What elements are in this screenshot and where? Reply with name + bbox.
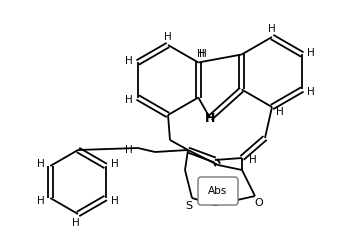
Text: S: S [185,201,193,211]
Text: H: H [125,55,133,66]
Text: H: H [125,145,133,155]
Text: H: H [198,49,205,59]
Text: H: H [199,49,207,59]
Text: H: H [249,155,257,165]
Text: H: H [111,159,119,169]
FancyBboxPatch shape [198,177,238,205]
Text: H: H [125,95,133,104]
Text: H: H [72,218,80,228]
Text: Abs: Abs [208,186,228,196]
Text: H: H [308,87,315,96]
Text: H: H [111,196,119,206]
Text: H: H [164,32,172,42]
Text: O: O [255,198,263,208]
Text: H: H [205,112,215,124]
Text: H: H [268,24,276,34]
Text: H: H [308,47,315,58]
Text: H: H [37,196,45,206]
Text: H: H [276,107,284,117]
Text: H: H [37,159,45,169]
